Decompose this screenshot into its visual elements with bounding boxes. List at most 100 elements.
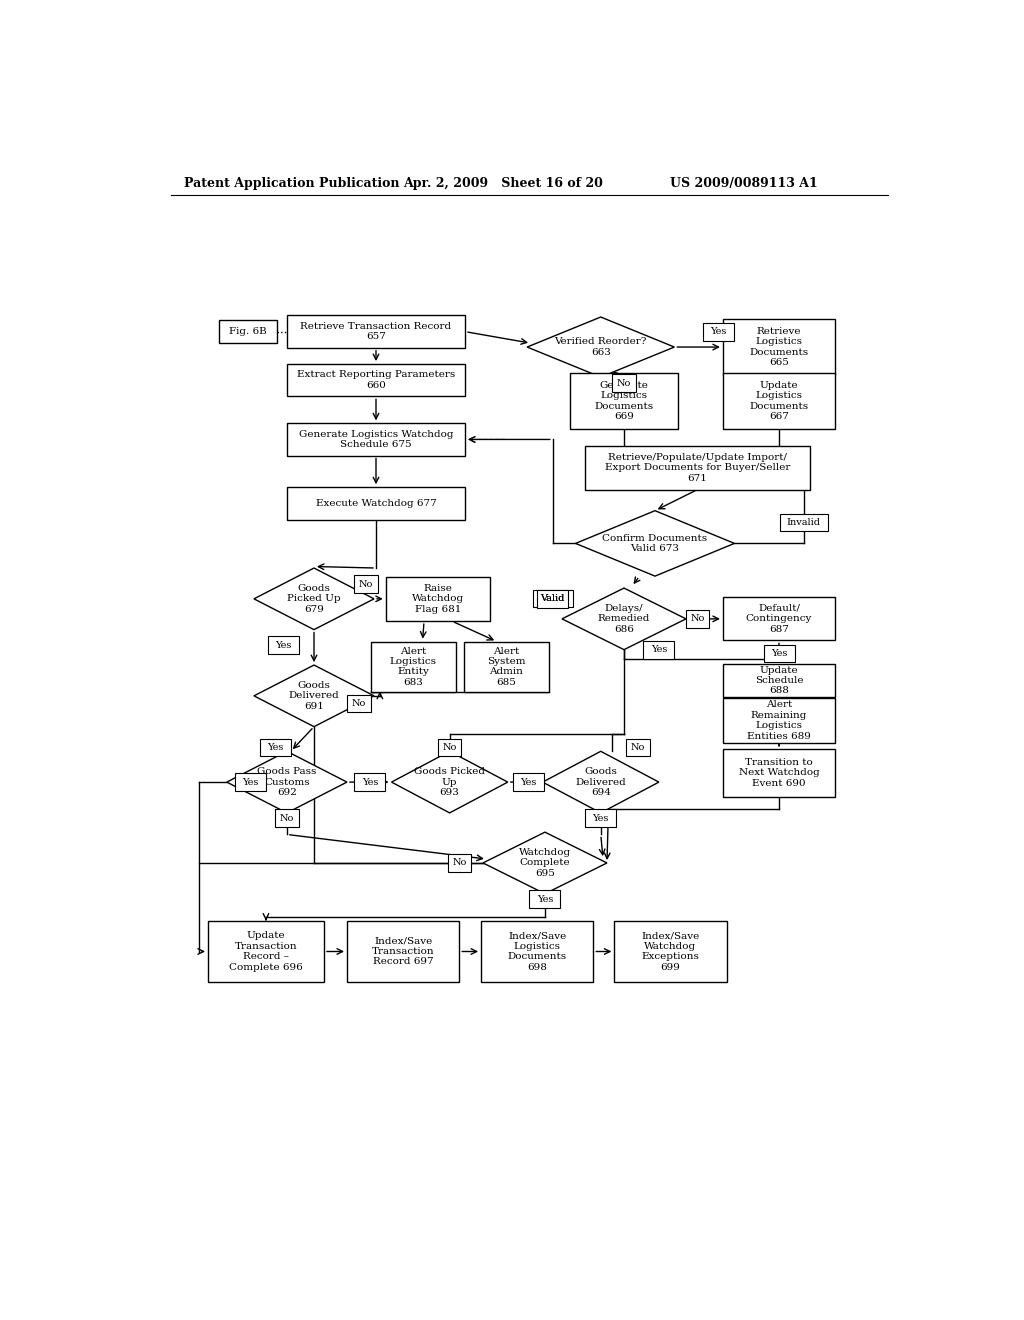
FancyBboxPatch shape	[612, 375, 636, 392]
FancyBboxPatch shape	[481, 921, 593, 982]
Text: Alert
System
Admin
685: Alert System Admin 685	[487, 647, 525, 686]
FancyBboxPatch shape	[538, 590, 568, 607]
Text: No: No	[442, 743, 457, 752]
Text: Retrieve
Logistics
Documents
665: Retrieve Logistics Documents 665	[750, 327, 809, 367]
FancyBboxPatch shape	[764, 644, 795, 663]
Text: Raise
Watchdog
Flag 681: Raise Watchdog Flag 681	[412, 583, 464, 614]
Text: Retrieve Transaction Record
657: Retrieve Transaction Record 657	[300, 322, 452, 342]
Text: Apr. 2, 2009   Sheet 16 of 20: Apr. 2, 2009 Sheet 16 of 20	[403, 177, 603, 190]
Text: US 2009/0089113 A1: US 2009/0089113 A1	[671, 177, 818, 190]
Polygon shape	[483, 832, 607, 894]
FancyBboxPatch shape	[723, 319, 836, 375]
Text: Index/Save
Transaction
Record 697: Index/Save Transaction Record 697	[372, 937, 434, 966]
FancyBboxPatch shape	[347, 921, 460, 982]
FancyBboxPatch shape	[287, 487, 465, 520]
Polygon shape	[226, 751, 347, 813]
Text: Yes: Yes	[771, 649, 787, 657]
Text: Delays/
Remedied
686: Delays/ Remedied 686	[598, 605, 650, 634]
Text: Yes: Yes	[267, 743, 284, 752]
FancyBboxPatch shape	[779, 515, 827, 531]
FancyBboxPatch shape	[723, 374, 836, 429]
Text: Execute Watchdog 677: Execute Watchdog 677	[315, 499, 436, 508]
Text: Valid: Valid	[541, 594, 565, 603]
Polygon shape	[562, 589, 686, 649]
Text: Retrieve/Populate/Update Import/
Export Documents for Buyer/Seller
671: Retrieve/Populate/Update Import/ Export …	[605, 453, 791, 483]
Text: Goods
Delivered
691: Goods Delivered 691	[289, 681, 339, 710]
Text: Patent Application Publication: Patent Application Publication	[183, 177, 399, 190]
Text: Yes: Yes	[711, 327, 727, 337]
FancyBboxPatch shape	[208, 921, 324, 982]
Text: Fig. 6B: Fig. 6B	[229, 327, 267, 337]
FancyBboxPatch shape	[275, 809, 299, 828]
FancyBboxPatch shape	[386, 577, 490, 622]
FancyBboxPatch shape	[627, 739, 649, 756]
FancyBboxPatch shape	[449, 854, 471, 871]
Text: Goods
Delivered
694: Goods Delivered 694	[575, 767, 626, 797]
FancyBboxPatch shape	[219, 321, 278, 343]
FancyBboxPatch shape	[287, 315, 465, 348]
FancyBboxPatch shape	[723, 698, 836, 743]
FancyBboxPatch shape	[513, 774, 544, 791]
FancyBboxPatch shape	[267, 636, 299, 653]
Text: Index/Save
Watchdog
Exceptions
699: Index/Save Watchdog Exceptions 699	[641, 932, 699, 972]
FancyBboxPatch shape	[569, 374, 678, 429]
Text: Watchdog
Complete
695: Watchdog Complete 695	[519, 847, 571, 878]
Text: No: No	[616, 379, 631, 388]
Text: No: No	[352, 700, 367, 708]
Polygon shape	[575, 511, 734, 576]
FancyBboxPatch shape	[703, 323, 734, 341]
FancyBboxPatch shape	[354, 576, 378, 593]
FancyBboxPatch shape	[643, 640, 675, 659]
Text: Generate Logistics Watchdog
Schedule 675: Generate Logistics Watchdog Schedule 675	[299, 430, 454, 449]
Text: Transition to
Next Watchdog
Event 690: Transition to Next Watchdog Event 690	[738, 758, 819, 788]
Text: Yes: Yes	[593, 814, 609, 822]
FancyBboxPatch shape	[586, 446, 810, 490]
Text: Generate
Logistics
Documents
669: Generate Logistics Documents 669	[595, 381, 653, 421]
Text: Yes: Yes	[243, 777, 259, 787]
FancyBboxPatch shape	[586, 809, 616, 828]
Text: Confirm Documents
Valid 673: Confirm Documents Valid 673	[602, 533, 708, 553]
FancyBboxPatch shape	[287, 364, 465, 396]
Text: Index/Save
Logistics
Documents
698: Index/Save Logistics Documents 698	[508, 932, 566, 972]
FancyBboxPatch shape	[354, 774, 385, 791]
Text: Extract Reporting Parameters
660: Extract Reporting Parameters 660	[297, 371, 455, 389]
FancyBboxPatch shape	[686, 610, 710, 628]
Text: No: No	[690, 614, 705, 623]
Text: No: No	[358, 579, 373, 589]
FancyBboxPatch shape	[723, 598, 836, 640]
Text: Yes: Yes	[520, 777, 537, 787]
Polygon shape	[254, 568, 374, 630]
FancyBboxPatch shape	[614, 921, 727, 982]
Text: Update
Transaction
Record –
Complete 696: Update Transaction Record – Complete 696	[229, 932, 303, 972]
FancyBboxPatch shape	[723, 748, 836, 797]
FancyBboxPatch shape	[347, 694, 371, 713]
Text: Yes: Yes	[274, 640, 291, 649]
Polygon shape	[543, 751, 658, 813]
Text: Invalid: Invalid	[786, 519, 821, 527]
FancyBboxPatch shape	[532, 590, 572, 607]
Text: Update
Schedule
688: Update Schedule 688	[755, 665, 803, 696]
Text: Alert
Logistics
Entity
683: Alert Logistics Entity 683	[390, 647, 436, 686]
Text: Yes: Yes	[361, 777, 378, 787]
Text: No: No	[280, 814, 294, 822]
Text: Verified Reorder?
663: Verified Reorder? 663	[555, 338, 647, 356]
Polygon shape	[254, 665, 374, 726]
FancyBboxPatch shape	[723, 664, 836, 697]
Text: Goods Picked
Up
693: Goods Picked Up 693	[414, 767, 485, 797]
FancyBboxPatch shape	[438, 739, 461, 756]
Text: Yes: Yes	[650, 645, 667, 655]
FancyBboxPatch shape	[371, 642, 456, 692]
FancyBboxPatch shape	[234, 774, 266, 791]
FancyBboxPatch shape	[464, 642, 549, 692]
Text: Yes: Yes	[537, 895, 553, 904]
Text: Valid: Valid	[541, 594, 565, 603]
Text: Goods Pass
Customs
692: Goods Pass Customs 692	[257, 767, 316, 797]
Polygon shape	[527, 317, 675, 378]
Text: No: No	[631, 743, 645, 752]
Text: Goods
Picked Up
679: Goods Picked Up 679	[287, 583, 341, 614]
FancyBboxPatch shape	[287, 424, 465, 455]
Text: Update
Logistics
Documents
667: Update Logistics Documents 667	[750, 381, 809, 421]
Text: Default/
Contingency
687: Default/ Contingency 687	[745, 605, 812, 634]
FancyBboxPatch shape	[529, 890, 560, 908]
Polygon shape	[391, 751, 508, 813]
